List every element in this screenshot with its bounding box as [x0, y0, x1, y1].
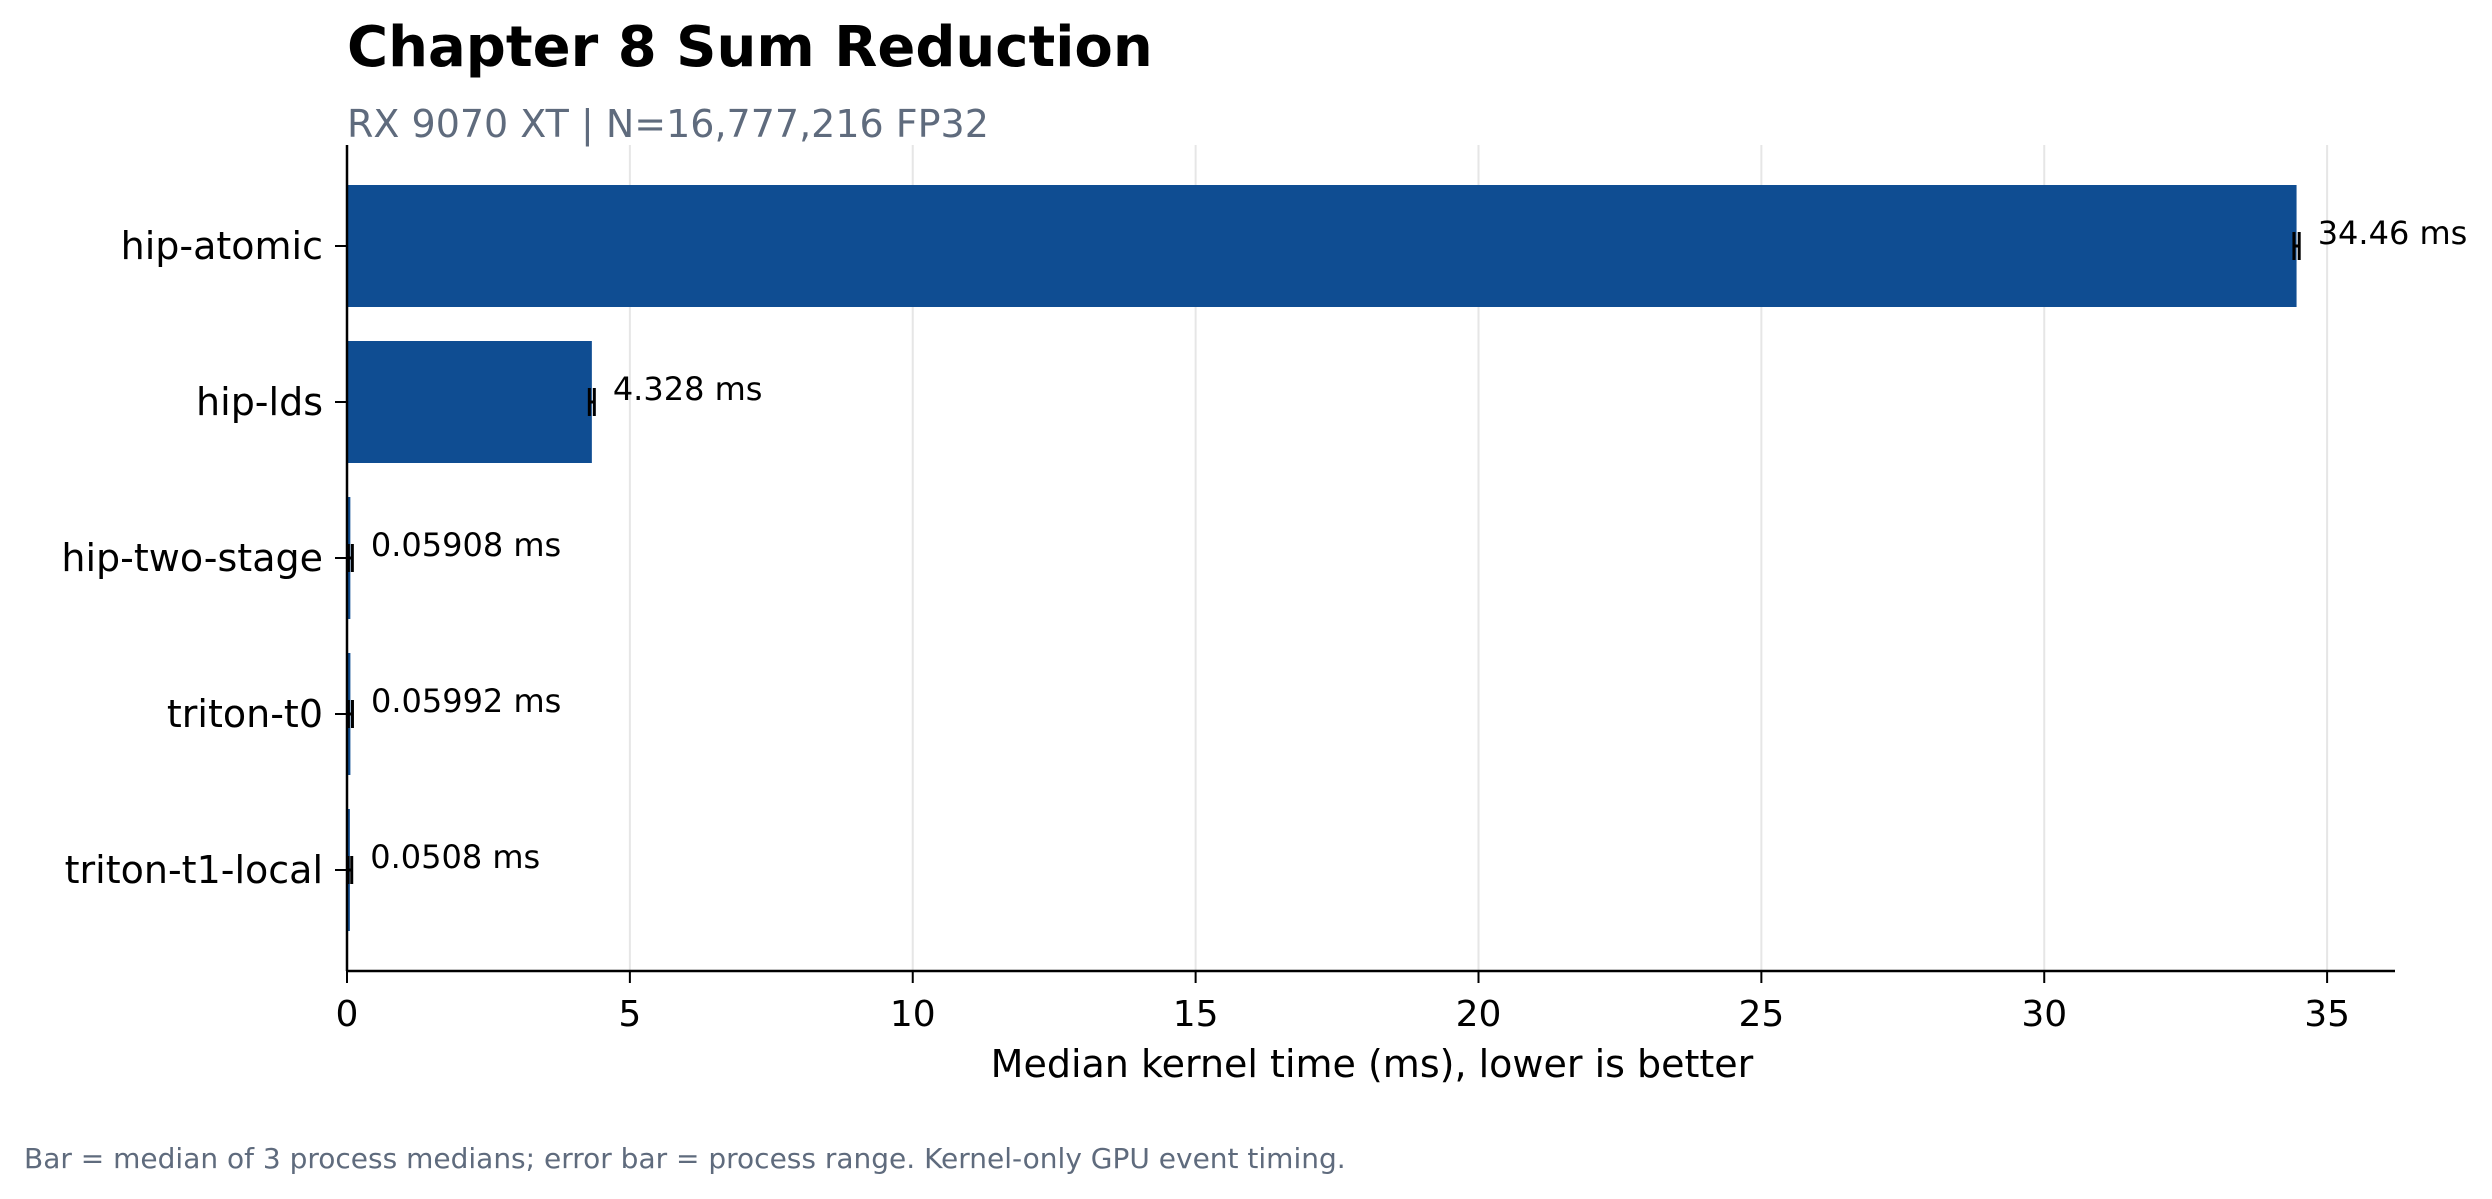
category-label-triton-t1-local: triton-t1-local — [65, 848, 323, 892]
x-tick-label: 20 — [1456, 994, 1502, 1035]
x-tick-label: 30 — [2021, 994, 2067, 1035]
axes — [335, 145, 2395, 983]
data-label-hip-atomic: 34.46 ms — [2318, 214, 2468, 252]
labels: 0 5 10 15 20 25 30 35 hip-atomic 34.46 ms hip-lds 4… — [61, 214, 2467, 1035]
category-label-hip-atomic: hip-atomic — [121, 224, 323, 268]
category-label-triton-t0: triton-t0 — [167, 692, 323, 736]
x-tick-label: 0 — [336, 994, 359, 1035]
x-tick-label: 25 — [1738, 994, 1784, 1035]
data-label-hip-two-stage: 0.05908 ms — [371, 526, 561, 564]
data-label-hip-lds: 4.328 ms — [613, 370, 763, 408]
x-tick-label: 10 — [890, 994, 936, 1035]
x-tick-label: 15 — [1173, 994, 1219, 1035]
x-axis-label: Median kernel time (ms), lower is better — [991, 1042, 1754, 1086]
bars — [346, 185, 2301, 931]
category-label-hip-two-stage: hip-two-stage — [61, 536, 323, 580]
x-tick-label: 35 — [2304, 994, 2350, 1035]
x-tick-label: 5 — [618, 994, 641, 1035]
chart-subtitle: RX 9070 XT | N=16,777,216 FP32 — [347, 102, 989, 147]
footnote: Bar = median of 3 process medians; error… — [24, 1142, 1346, 1175]
bar-hip-atomic — [347, 185, 2297, 307]
chart-title: Chapter 8 Sum Reduction — [347, 15, 1153, 80]
category-label-hip-lds: hip-lds — [196, 380, 323, 424]
data-label-triton-t0: 0.05992 ms — [371, 682, 561, 720]
bar-hip-lds — [347, 341, 592, 463]
data-label-triton-t1-local: 0.0508 ms — [370, 838, 540, 876]
